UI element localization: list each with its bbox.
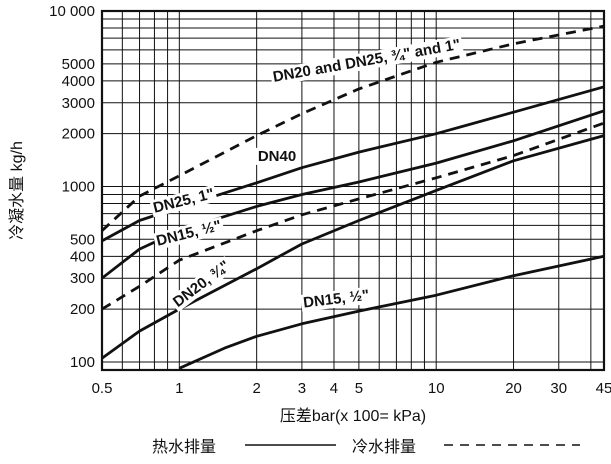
y-tick-label: 3000 <box>62 95 95 112</box>
x-axis-title: 压差bar(x 100= kPa) <box>280 407 426 425</box>
x-tick-label: 20 <box>505 380 522 397</box>
x-tick-label: 30 <box>550 380 567 397</box>
y-tick-label: 5000 <box>62 56 95 73</box>
legend: 热水排量 冷水排量 <box>152 438 580 456</box>
x-tick-label: 5 <box>355 380 363 397</box>
y-axis-title: 冷凝水量 kg/h <box>8 141 26 240</box>
plot-frame <box>100 9 606 372</box>
x-tick-label: 10 <box>428 380 445 397</box>
legend-hot-label: 热水排量 <box>152 438 216 456</box>
y-tick-label: 400 <box>70 248 95 265</box>
series-label-background <box>168 256 235 313</box>
series-lines <box>101 24 605 370</box>
series-label-background <box>300 286 373 312</box>
y-tick-label: 100 <box>70 354 95 371</box>
x-tick-label: 3 <box>298 380 306 397</box>
series-line-5 <box>178 254 605 370</box>
y-tick-label: 500 <box>70 231 95 248</box>
series-label-background <box>255 147 299 165</box>
series-label-background <box>152 216 226 251</box>
series-label-dn40-hot: DN40 <box>258 148 296 165</box>
x-tick-label: 2 <box>252 380 260 397</box>
series-line-2 <box>101 109 605 280</box>
series-label-background <box>149 184 218 218</box>
x-tick-label: 1 <box>175 380 183 397</box>
y-tick-label: 2000 <box>62 126 95 143</box>
x-tick-label: 45 <box>596 380 611 397</box>
y-tick-label: 200 <box>70 301 95 318</box>
y-tick-label: 10 000 <box>49 3 95 20</box>
series-label-background <box>269 35 464 87</box>
x-tick-label: 0.5 <box>92 380 113 397</box>
series-line-3 <box>101 121 605 311</box>
x-tick-label: 4 <box>330 380 338 397</box>
y-tick-label: 4000 <box>62 73 95 90</box>
y-tick-label: 300 <box>70 270 95 287</box>
y-tick-label: 1000 <box>62 178 95 195</box>
x-tick-labels: 0.5 1 2 3 4 5 10 20 30 45 <box>92 380 611 397</box>
legend-cold-label: 冷水排量 <box>352 438 416 456</box>
series-line-4 <box>101 134 605 360</box>
series-line-1 <box>101 85 605 243</box>
series-line-0 <box>101 24 605 232</box>
